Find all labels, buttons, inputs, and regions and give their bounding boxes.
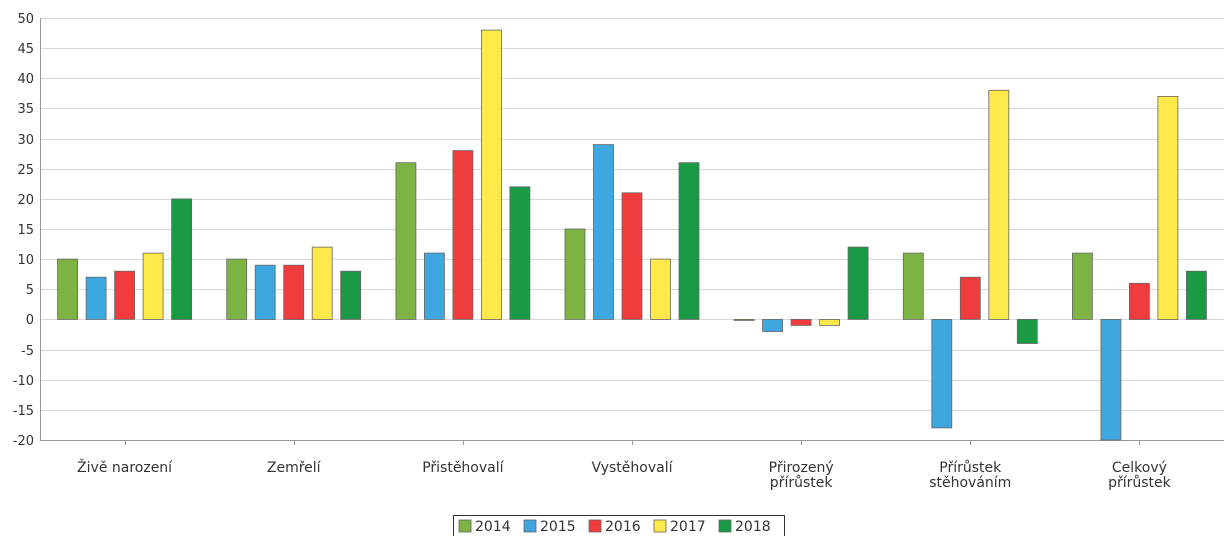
bar-2018-cat-5[interactable] [1016,318,1038,344]
axes: -20 -15 -10 -5 0 5 10 15 20 25 30 35 40 45 50 [13,12,1224,449]
bar-2017-cat-2[interactable] [480,29,502,320]
bar-2014-cat-6[interactable] [1072,252,1093,320]
x-category-label: Přistěhovalí [422,460,504,476]
y-tick-label: 15 [17,223,34,238]
bar-2017-cat-5[interactable] [988,89,1010,320]
bar-2014-cat-3[interactable] [564,228,586,320]
bar-2015-cat-3[interactable] [593,144,614,320]
x-category-label: Zemřelí [267,460,322,476]
bar-2017-cat-4[interactable] [819,318,840,326]
y-tick-label: 35 [17,102,34,117]
bar-2015-cat-1[interactable] [254,264,276,320]
y-tick-label: 45 [17,42,34,57]
bar-2016-cat-4[interactable] [790,318,812,326]
y-tick-label: -15 [13,404,34,419]
y-tick-label: 0 [26,313,34,328]
bar-2018-cat-6[interactable] [1186,270,1207,320]
y-tick-label: 5 [26,283,34,298]
x-category-label: Celkový přírůstek [1108,460,1172,491]
bars [57,29,1207,441]
bar-2014-cat-0[interactable] [57,258,78,320]
bar-2017-cat-1[interactable] [311,246,333,320]
bar-2016-cat-3[interactable] [621,192,643,320]
bar-2015-cat-6[interactable] [1100,318,1122,441]
bar-2015-cat-5[interactable] [931,318,953,429]
bar-2016-cat-0[interactable] [114,270,135,320]
y-tick-label: 25 [17,163,34,178]
y-tick-label: 40 [17,72,34,87]
bar-2018-cat-0[interactable] [171,198,193,320]
bar-2014-cat-2[interactable] [395,162,417,320]
legend-label-2015[interactable]: 2015 [540,519,576,535]
bar-2017-cat-0[interactable] [142,252,164,320]
bar-2017-cat-3[interactable] [650,258,671,320]
x-category-label: Vystěhovalí [592,460,674,476]
legend[interactable]: 2014 2015 2016 2017 2018 [453,515,785,537]
legend-label-2014[interactable]: 2014 [475,519,511,535]
bar-2015-cat-4[interactable] [762,318,783,332]
bar-2018-cat-3[interactable] [678,162,700,320]
bar-2018-cat-1[interactable] [340,270,362,320]
category-labels: Živě narození Zemřelí Přistěhovalí Vystěhov… [77,458,1172,491]
legend-label-2018[interactable]: 2018 [735,519,771,535]
y-tick-label: -5 [21,344,34,359]
legend-swatch-2015[interactable] [523,519,537,533]
bar-2016-cat-5[interactable] [959,276,981,320]
bar-2014-cat-1[interactable] [226,258,248,320]
y-tick-label: 10 [17,253,34,268]
y-tick-label: -20 [13,434,34,449]
legend-swatch-2016[interactable] [588,519,602,533]
legend-swatch-2018[interactable] [718,519,732,533]
bar-2016-cat-6[interactable] [1129,282,1150,320]
bar-2015-cat-2[interactable] [423,252,445,320]
legend-swatch-2014[interactable] [458,519,472,533]
y-tick-label: 20 [17,193,34,208]
legend-label-2016[interactable]: 2016 [605,519,641,535]
x-category-label: Živě narození [77,458,173,476]
x-category-label: Přirozený přírůstek [769,460,834,491]
x-category-label: Přírůstek stěhováním [929,460,1011,491]
bar-2014-cat-5[interactable] [902,252,924,320]
bar-2015-cat-0[interactable] [85,276,107,320]
y-tick-label: 50 [17,12,34,27]
bar-2017-cat-6[interactable] [1157,96,1179,320]
bar-2014-cat-4[interactable] [733,318,755,321]
legend-swatch-2017[interactable] [653,519,667,533]
bar-2018-cat-2[interactable] [509,186,531,320]
legend-label-2017[interactable]: 2017 [670,519,706,535]
bar-2018-cat-4[interactable] [847,246,869,320]
bar-2016-cat-2[interactable] [452,150,474,320]
y-tick-label: 30 [17,133,34,148]
y-tick-label: -10 [13,374,34,389]
bar-2016-cat-1[interactable] [283,264,305,320]
